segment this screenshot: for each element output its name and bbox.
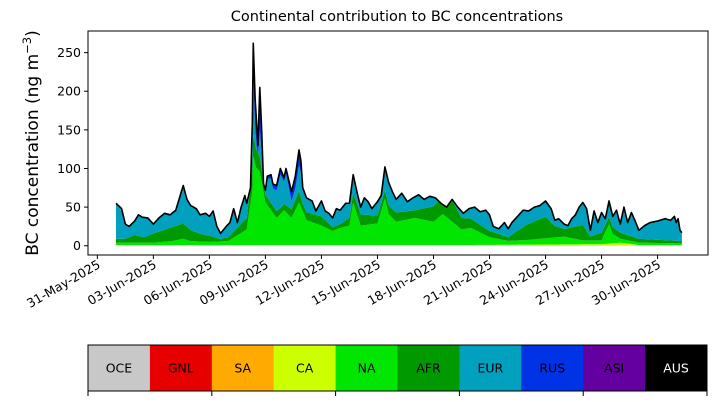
stacked-area-series	[115, 42, 683, 246]
legend-label-gnl: GNL	[168, 361, 194, 376]
legend-label-sa: SA	[234, 361, 251, 376]
legend-frame	[87, 344, 708, 392]
legend-label-afr: AFR	[416, 361, 441, 376]
area-na	[116, 156, 682, 245]
legend-label-oce: OCE	[106, 361, 133, 376]
legend-swatch-afr	[397, 345, 460, 391]
area-afr	[116, 134, 682, 244]
legend-swatch-ca	[273, 345, 336, 391]
legend-swatch-asi	[583, 345, 646, 391]
y-tick-label: 150	[57, 122, 81, 137]
plot-frame	[87, 30, 709, 256]
legend-label-na: NA	[358, 361, 376, 376]
legend-swatch-aus	[645, 345, 708, 391]
chart-title: Continental contribution to BC concentra…	[231, 9, 563, 25]
legend-swatch-gnl	[149, 345, 213, 391]
legend-swatch-sa	[211, 345, 274, 391]
y-tick-label: 200	[57, 84, 81, 99]
y-axis-label-main: BC concentration (ng m	[23, 54, 43, 256]
area-ca	[116, 242, 682, 246]
y-axis-label-close: )	[23, 30, 43, 37]
y-tick-label: 50	[65, 200, 81, 215]
legend-swatch-na	[335, 345, 398, 391]
legend-label-asi: ASI	[604, 361, 624, 376]
y-tick-label: 250	[57, 45, 81, 60]
legend-label-rus: RUS	[539, 361, 565, 376]
y-tick-label: 100	[57, 161, 81, 176]
x-axis-ticks: 31-May-202503-Jun-202506-Jun-202509-Jun-…	[24, 255, 663, 311]
legend-label-ca: CA	[296, 361, 314, 376]
legend-swatch-eur	[459, 345, 522, 391]
legend-swatch-rus	[521, 345, 584, 391]
y-axis-label: BC concentration (ng m−3)	[20, 30, 43, 256]
y-tick-label: 0	[73, 238, 81, 253]
legend-label-aus: AUS	[663, 361, 689, 376]
legend-label-eur: EUR	[477, 361, 503, 376]
y-axis-ticks: 0 50 100 150 200 250	[57, 45, 88, 253]
legend-swatch-oce	[88, 345, 151, 391]
total-line-aus	[115, 42, 683, 235]
color-legend-bar: OCE GNL SA CA NA AFR EUR RUS ASI AUS	[87, 344, 708, 396]
y-axis-label-exponent: −3	[20, 37, 34, 54]
area-eur	[116, 72, 682, 242]
